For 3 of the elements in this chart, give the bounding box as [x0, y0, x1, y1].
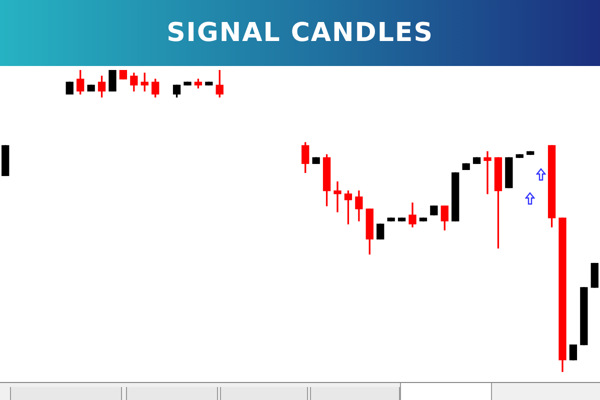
candlestick: [334, 181, 342, 212]
candlestick: [484, 151, 492, 194]
chart-title: SIGNAL CANDLES: [0, 0, 600, 66]
